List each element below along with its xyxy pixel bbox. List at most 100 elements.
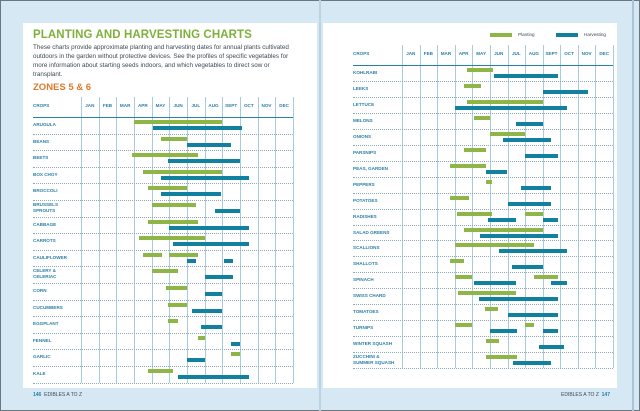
row-separator bbox=[353, 256, 613, 258]
planting-bar bbox=[151, 203, 196, 207]
harvesting-bar bbox=[454, 105, 568, 110]
month-header: JAN bbox=[406, 51, 416, 56]
row-separator bbox=[353, 336, 613, 338]
crop-label: TURNIPS bbox=[353, 325, 374, 331]
page-number: 147 bbox=[601, 392, 610, 398]
row-separator bbox=[33, 266, 293, 268]
legend-harvesting: Harvesting bbox=[556, 32, 606, 37]
planting-bar bbox=[142, 252, 163, 257]
planting-bar bbox=[450, 195, 469, 200]
month-gridline bbox=[275, 97, 277, 383]
row-separator bbox=[353, 192, 613, 194]
month-header: JAN bbox=[85, 103, 95, 108]
row-separator bbox=[33, 233, 293, 235]
row-separator bbox=[353, 272, 613, 274]
crop-label: PEAS, GARDEN bbox=[353, 165, 388, 171]
harvesting-bar bbox=[169, 225, 249, 230]
page-edge bbox=[632, 0, 634, 411]
crop-label: BOX CHOY bbox=[33, 171, 58, 177]
row-separator bbox=[33, 332, 293, 334]
planting-bar bbox=[533, 275, 559, 280]
month-header: APR bbox=[137, 103, 148, 108]
crop-label: PARSNIPS bbox=[353, 149, 377, 155]
month-gridline bbox=[134, 97, 135, 383]
page-number: 146 bbox=[33, 392, 42, 398]
month-gridline bbox=[595, 45, 597, 369]
month-header: NOV bbox=[261, 103, 272, 108]
row-separator bbox=[353, 80, 613, 82]
harvesting-bar bbox=[512, 361, 552, 366]
planting-bar bbox=[484, 307, 498, 312]
footer-right: EDIBLES A TO Z 147 bbox=[561, 392, 610, 398]
harvesting-bar bbox=[485, 169, 508, 174]
planting-bar bbox=[139, 236, 205, 241]
planting-bar bbox=[132, 153, 198, 158]
planting-bar bbox=[467, 99, 543, 104]
crop-label: BRUSSELS SPROUTS bbox=[33, 202, 59, 213]
month-header: MAY bbox=[476, 51, 487, 56]
crop-label: SWISS CHARD bbox=[353, 293, 386, 299]
month-header: SEPT bbox=[225, 103, 238, 108]
month-gridline bbox=[257, 97, 259, 383]
row-separator bbox=[353, 128, 613, 130]
month-header: NOV bbox=[581, 51, 592, 56]
harvesting-bar bbox=[178, 375, 249, 379]
crop-label: ARUGULA bbox=[33, 122, 56, 127]
harvesting-bar bbox=[479, 297, 559, 302]
header-rule bbox=[353, 65, 613, 66]
month-gridline bbox=[542, 45, 544, 369]
harvesting-bar bbox=[511, 265, 543, 270]
planting-bar bbox=[463, 227, 543, 232]
row-separator bbox=[353, 240, 613, 242]
crop-label: LETTUCE bbox=[353, 101, 375, 107]
month-header: DEC bbox=[599, 51, 610, 56]
harvesting-bar bbox=[507, 201, 551, 206]
planting-bar bbox=[197, 335, 205, 340]
row-separator bbox=[353, 112, 613, 114]
planting-bar bbox=[160, 136, 187, 141]
crop-label: FENNEL bbox=[33, 337, 52, 343]
crop-label: BEETS bbox=[33, 155, 49, 161]
footer-left: 146 EDIBLES A TO Z bbox=[33, 392, 82, 398]
row-separator bbox=[353, 288, 613, 290]
planting-bar bbox=[458, 291, 517, 296]
crop-label: GARLIC bbox=[33, 354, 51, 360]
legend-label: Planting bbox=[518, 32, 535, 37]
row-separator bbox=[33, 150, 293, 152]
crop-label: SHALLOTS bbox=[353, 261, 378, 267]
row-separator bbox=[33, 299, 293, 301]
book-spine bbox=[319, 0, 321, 411]
month-gridline bbox=[525, 45, 527, 369]
harvesting-bar bbox=[167, 159, 240, 164]
month-gridline bbox=[472, 45, 474, 369]
harvesting-bar bbox=[192, 308, 223, 313]
harvesting-bar bbox=[204, 292, 223, 296]
planting-bar bbox=[467, 68, 494, 72]
planting-bar bbox=[485, 179, 492, 184]
harvesting-bar bbox=[542, 217, 559, 222]
planting-bar bbox=[134, 120, 223, 124]
month-gridline bbox=[577, 45, 579, 369]
crop-label: CABBAGE bbox=[33, 221, 57, 227]
month-header: AUG bbox=[208, 103, 219, 108]
month-gridline bbox=[489, 45, 491, 369]
harvesting-bar bbox=[520, 185, 551, 190]
harvesting-bar bbox=[201, 325, 223, 330]
planting-bar bbox=[454, 243, 534, 248]
month-header: JUN bbox=[173, 103, 183, 108]
harvesting-bar bbox=[494, 74, 559, 78]
row-separator bbox=[33, 216, 293, 218]
crop-label: CELERY & CELERIAC bbox=[33, 268, 57, 280]
crop-label: SALAD GREENS bbox=[353, 229, 390, 235]
row-separator bbox=[353, 160, 613, 162]
month-header: JUL bbox=[191, 103, 201, 108]
planting-bar bbox=[489, 131, 526, 136]
month-header: OCT bbox=[564, 51, 574, 56]
planting-bar bbox=[525, 323, 534, 328]
crop-label: RADISHES bbox=[353, 213, 377, 219]
harvesting-bar bbox=[204, 275, 233, 280]
harvesting-bar bbox=[550, 281, 568, 286]
month-header: JUN bbox=[494, 51, 504, 56]
planting-bar bbox=[454, 323, 473, 328]
crop-label: KALE bbox=[33, 371, 46, 376]
